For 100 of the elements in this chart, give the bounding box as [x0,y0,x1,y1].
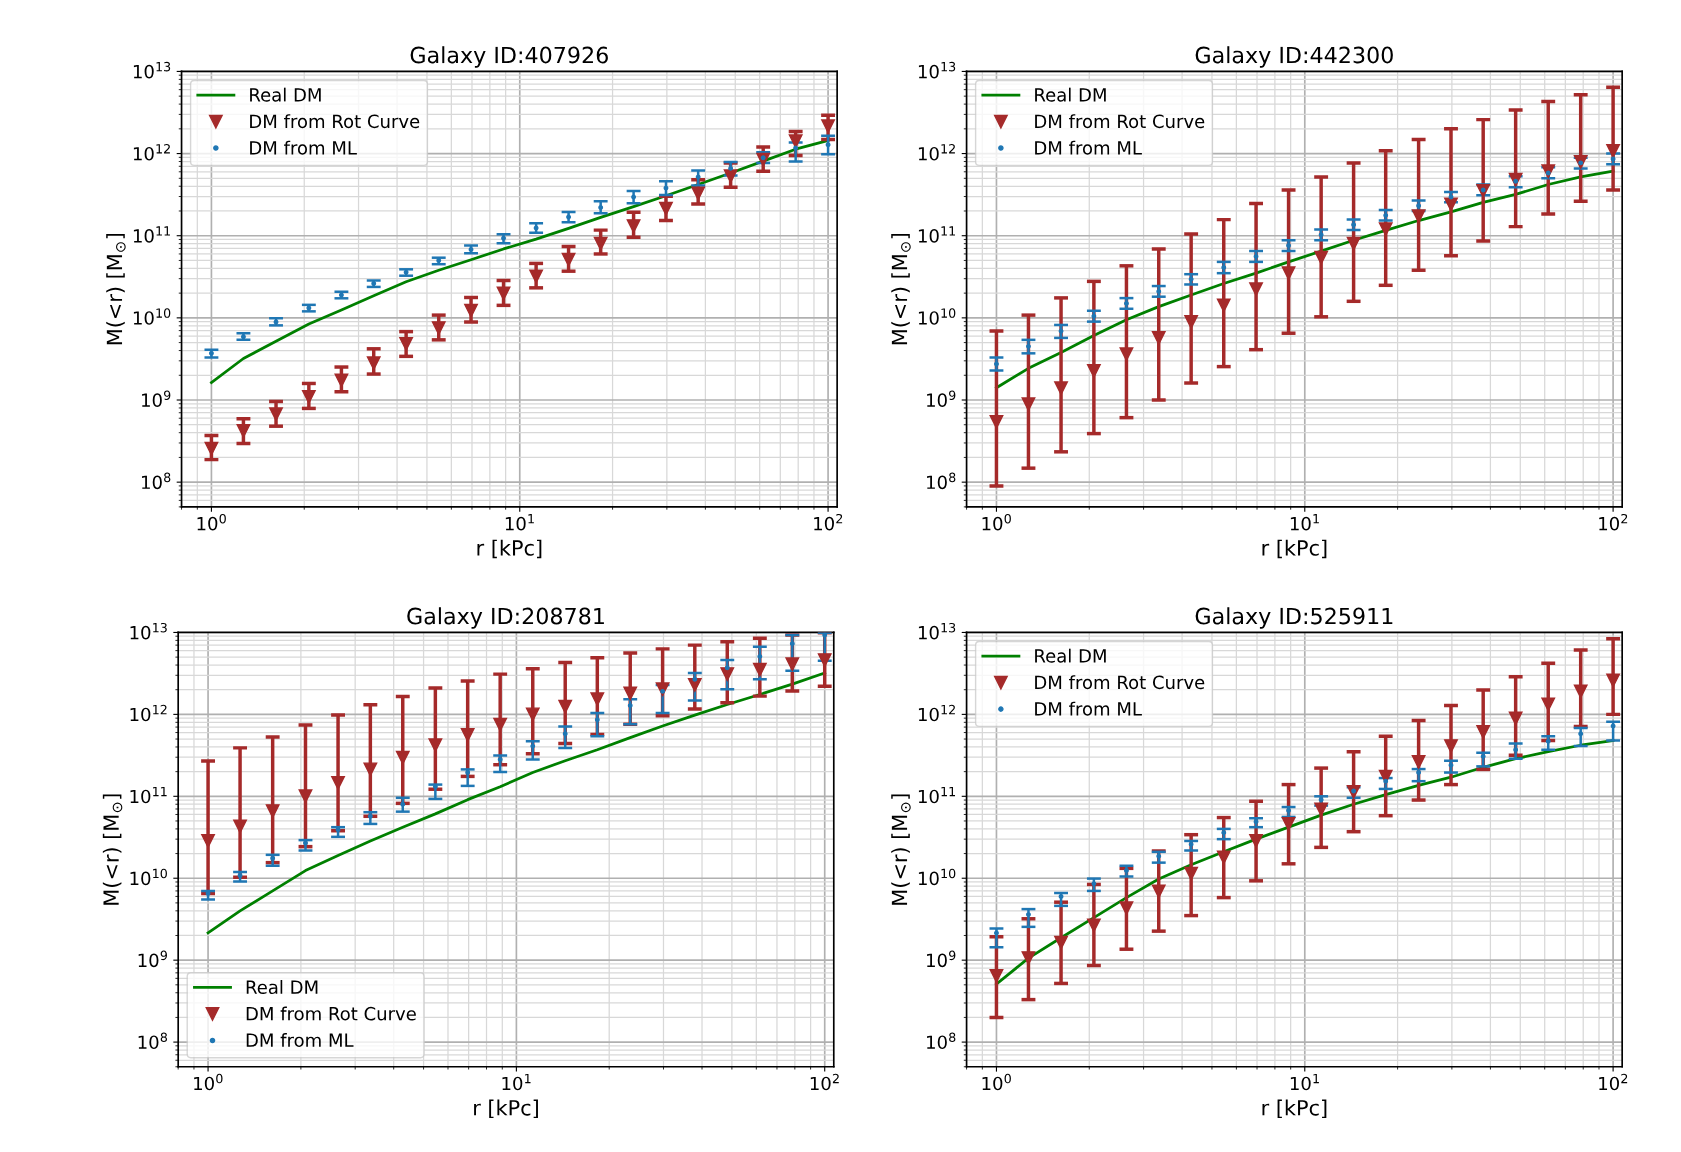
point [1216,850,1231,865]
point [399,337,414,351]
point [1448,762,1454,768]
point [334,373,349,388]
point [692,676,698,682]
point [561,252,576,267]
point [233,819,248,834]
y-tick-label: 10$^{10}$ [130,868,167,886]
point [1606,143,1621,158]
point [1091,881,1097,887]
y-tick-label: 10$^{8}$ [142,472,171,490]
point [432,784,438,790]
legend-label: DM from Rot Curve [246,1006,416,1021]
y-tick-label: 10$^{13}$ [133,61,171,79]
legend-label: DM from Rot Curve [250,114,420,129]
point [1249,834,1264,848]
x-axis-title: r [kPc] [474,1099,538,1119]
point [465,770,471,775]
legend-label: DM from ML [246,1033,354,1047]
point [1216,298,1231,313]
point [558,699,573,714]
y-tick-label: 10$^{12}$ [130,704,167,722]
point [363,762,378,777]
y-tick-label: 10$^{11}$ [918,786,956,804]
point [1221,265,1227,270]
legend-label: DM from Rot Curve [1035,675,1205,690]
point [994,930,999,936]
point [1444,197,1458,212]
point [659,201,673,216]
point [1416,770,1422,775]
point [1508,711,1523,726]
y-tick-label: 10$^{13}$ [918,622,956,640]
point [205,891,211,896]
y-tick-label: 10$^{11}$ [130,786,167,804]
point [464,303,478,318]
point [1086,918,1101,933]
y-tick-label: 10$^{9}$ [927,950,956,968]
point [1221,830,1227,836]
point [1314,250,1329,265]
legend-label: DM from Rot Curve [1035,114,1205,129]
point [785,657,800,672]
x-tick-label: 10$^{1}$ [505,514,534,531]
point [1281,816,1296,831]
point [1286,808,1292,813]
point [594,717,600,723]
y-tick-label: 10$^{10}$ [918,308,956,325]
point [335,827,341,833]
point [623,686,638,701]
point [269,407,283,422]
y-axis-title: M(<r) [M$_{⊙}$] [891,794,911,905]
point [366,356,381,371]
y-tick-label: 10$^{12}$ [133,144,170,161]
y-tick-label: 10$^{9}$ [142,390,171,407]
point [236,424,251,438]
point [695,174,701,180]
point [395,750,410,765]
y-tick-label: 10$^{10}$ [133,308,171,325]
point [1026,912,1031,918]
chart-title: Galaxy ID:442300 [1195,46,1393,68]
point [1513,747,1519,753]
legend-label: Real DM [1035,648,1106,663]
point [237,873,243,878]
point [201,834,216,848]
point [562,731,568,737]
x-tick-label: 10$^{1}$ [1290,1073,1319,1091]
x-tick-label: 10$^{0}$ [194,1073,223,1091]
point [1184,866,1199,881]
point [752,662,767,677]
x-tick-label: 10$^{1}$ [502,1073,531,1091]
x-tick-label: 10$^{2}$ [1599,513,1628,531]
point [1249,282,1264,297]
point [593,236,608,251]
point [1054,381,1068,396]
point [1286,243,1292,248]
y-tick-label: 10$^{9}$ [927,390,956,407]
point [204,441,219,456]
point [331,775,346,790]
y-tick-label: 10$^{8}$ [138,1032,168,1050]
point [989,969,1004,983]
point [631,194,637,200]
y-tick-label: 10$^{11}$ [918,226,956,243]
chart-title: Galaxy ID:208781 [407,607,604,629]
point [1346,236,1361,251]
point [1314,802,1329,817]
point [989,415,1004,429]
point [1151,884,1166,899]
point [1480,753,1486,759]
y-axis-title: M(<r) [M$_{⊙}$] [106,233,126,345]
y-tick-label: 10$^{10}$ [918,868,956,886]
y-tick-label: 10$^{8}$ [927,1032,956,1050]
point [627,703,633,709]
point [1606,673,1621,688]
x-tick-label: 10$^{0}$ [197,513,226,531]
x-tick-label: 10$^{2}$ [1599,1073,1628,1091]
point [525,707,540,722]
point [301,389,316,404]
point [493,717,508,732]
y-tick-label: 10$^{12}$ [918,704,955,722]
y-axis-title: M(<r) [M$_{⊙}$] [102,794,123,905]
point [1054,935,1068,950]
